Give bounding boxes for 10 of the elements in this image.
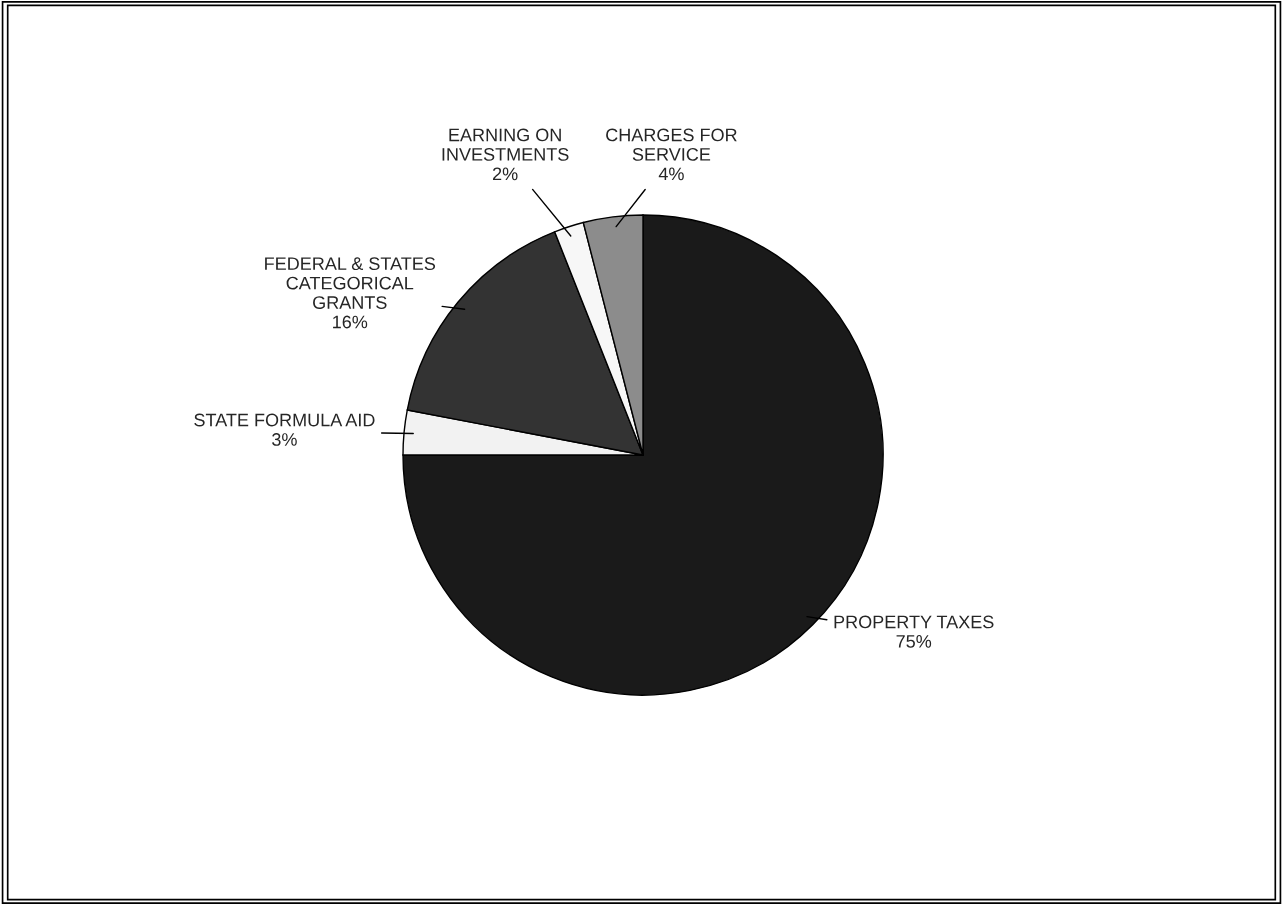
slice-label: CHARGES FOR SERVICE <box>606 128 737 161</box>
data-label: 75% <box>896 635 932 648</box>
slice-label: PROPERTY TAXES <box>834 615 994 629</box>
data-label: 16% <box>333 315 368 329</box>
slice-label: FEDERAL & STATES CATEGORICAL GRANTS <box>265 257 436 309</box>
slice-label: STATE FORMULA AID <box>194 413 375 427</box>
data-label: 4% <box>658 167 684 181</box>
data-label: 3% <box>272 433 297 446</box>
slice-label: EARNING ON INVESTMENTS <box>442 128 569 161</box>
data-label: 2% <box>492 167 518 181</box>
